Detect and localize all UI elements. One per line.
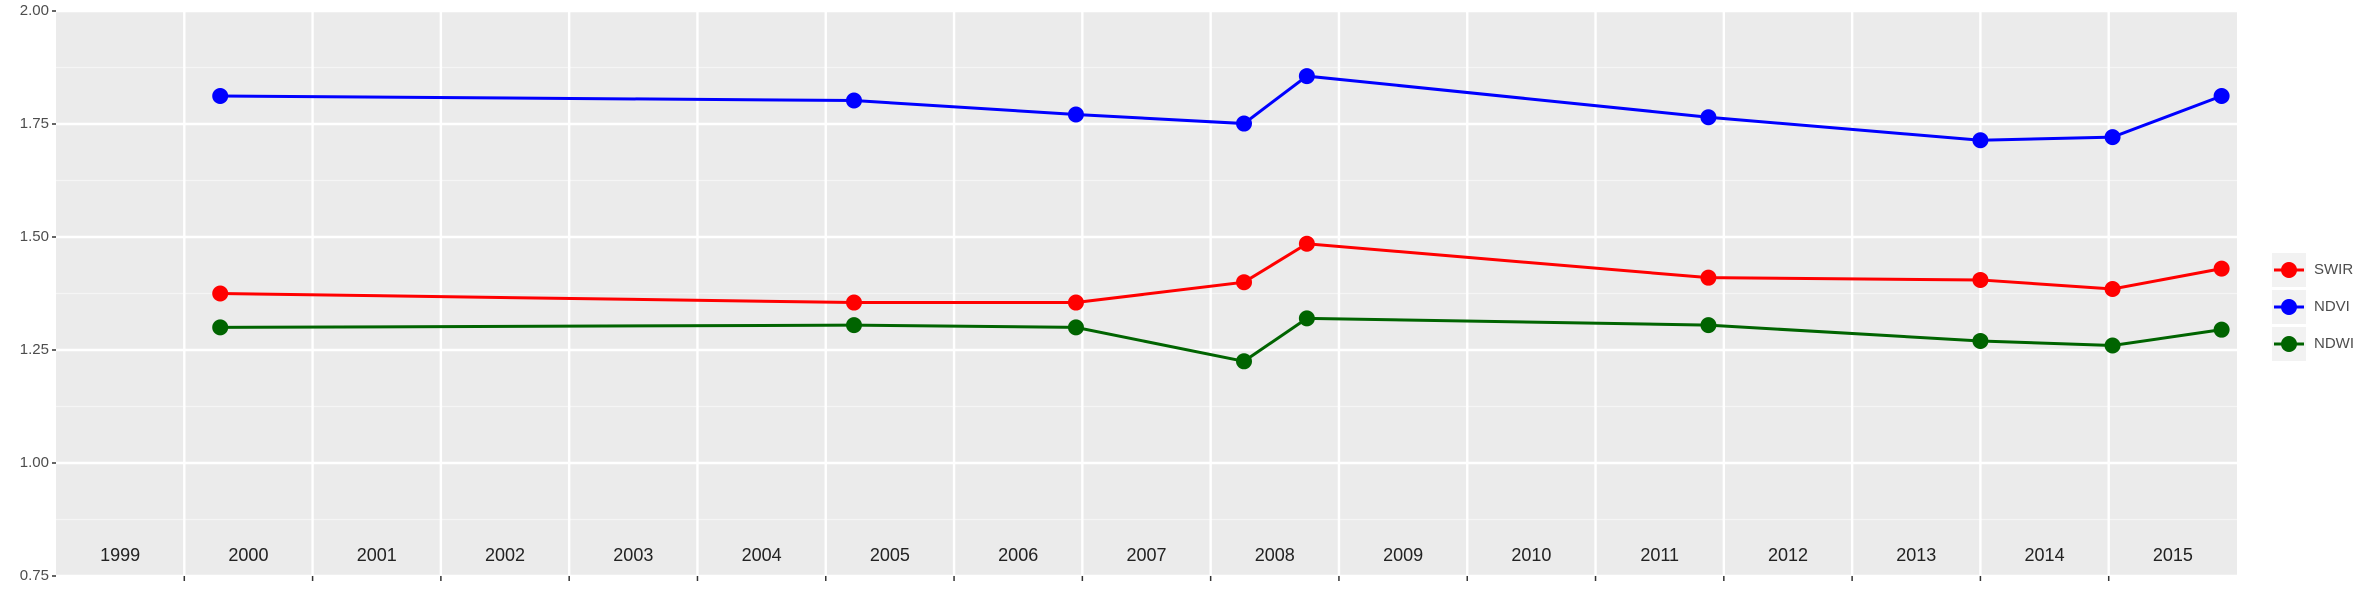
legend-point: [2281, 336, 2297, 352]
point: [1067, 294, 1084, 311]
point: [212, 319, 229, 336]
point: [2104, 337, 2121, 354]
point: [212, 285, 229, 302]
year-label: 2007: [1126, 545, 1166, 565]
y-tick-label: 1.00: [20, 454, 49, 471]
y-tick-label: 0.75: [20, 567, 49, 584]
point: [1298, 235, 1315, 252]
year-label: 2005: [870, 545, 910, 565]
year-label: 2010: [1511, 545, 1551, 565]
point: [1298, 310, 1315, 327]
year-label: 2013: [1896, 545, 1936, 565]
legend-label: SWIR: [2314, 261, 2353, 278]
year-label: 2014: [2025, 545, 2065, 565]
point: [1067, 319, 1084, 336]
point: [1236, 115, 1253, 132]
y-tick-label: 1.75: [20, 115, 49, 132]
point: [1972, 271, 1989, 288]
legend-label: NDWI: [2314, 335, 2354, 352]
point: [845, 317, 862, 334]
point: [1700, 269, 1717, 286]
point: [1236, 353, 1253, 370]
point: [2213, 321, 2230, 338]
legend-point: [2281, 299, 2297, 315]
point: [2104, 280, 2121, 297]
point: [2213, 87, 2230, 104]
year-label: 2003: [613, 545, 653, 565]
legend-label: NDVI: [2314, 298, 2350, 315]
y-tick-label: 2.00: [20, 2, 49, 19]
year-label: 2011: [1640, 545, 1679, 565]
point: [1700, 109, 1717, 126]
point: [2213, 260, 2230, 277]
point: [1972, 132, 1989, 149]
point: [1700, 317, 1717, 334]
point: [845, 294, 862, 311]
y-tick-label: 1.50: [20, 228, 49, 245]
legend-point: [2281, 262, 2297, 278]
year-label: 2001: [357, 545, 397, 565]
year-label: 2006: [998, 545, 1038, 565]
point: [212, 87, 229, 104]
year-label: 2015: [2153, 545, 2193, 565]
point: [1236, 274, 1253, 291]
year-label: 2000: [228, 545, 268, 565]
point: [2104, 129, 2121, 146]
year-label: 1999: [100, 545, 140, 565]
year-label: 2009: [1383, 545, 1423, 565]
point: [1067, 106, 1084, 123]
point: [1972, 332, 1989, 349]
point: [1298, 68, 1315, 85]
year-label: 2008: [1255, 545, 1295, 565]
year-label: 2012: [1768, 545, 1808, 565]
point: [845, 92, 862, 109]
y-tick-label: 1.25: [20, 341, 49, 358]
year-label: 2002: [485, 545, 525, 565]
year-label: 2004: [742, 545, 782, 565]
